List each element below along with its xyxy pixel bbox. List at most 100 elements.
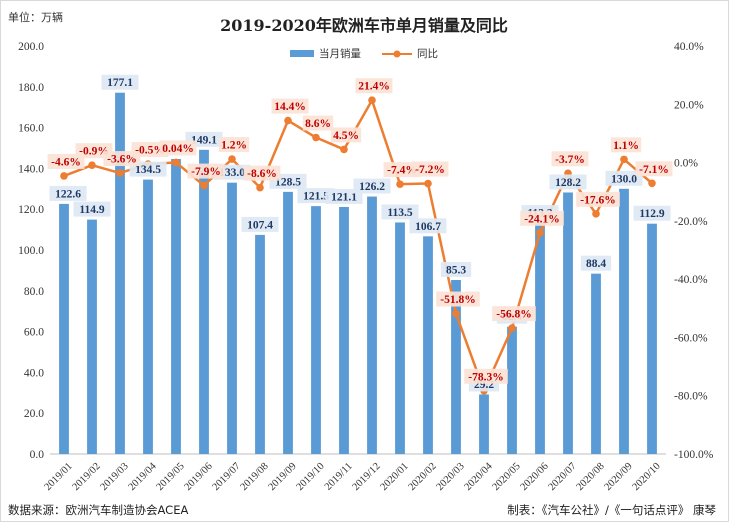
- yoy-value-label-group: 8.6%: [302, 115, 334, 131]
- bar-value-label-group: 112.9: [633, 205, 671, 221]
- yoy-point: [340, 145, 348, 154]
- y-right-tick-label: 20.0%: [674, 99, 704, 111]
- yoy-value-label-group: 21.4%: [355, 78, 393, 94]
- y-left-tick-label: 160.0: [18, 123, 44, 135]
- yoy-value-label-bg: [610, 137, 642, 153]
- yoy-point: [172, 158, 180, 167]
- yoy-value-label-group: 14.4%: [271, 98, 309, 114]
- data-labels: 122.6 114.9 177.1 134.5 149.1 133.0 107.4 128.5…: [47, 74, 673, 392]
- bar-value-label-bg: [440, 261, 472, 277]
- yoy-value-label-group: -0.9%: [75, 143, 113, 159]
- bar-value-label-group: 121.5: [297, 188, 335, 204]
- yoy-value-label-group: -4.6%: [47, 153, 85, 169]
- bar: [423, 236, 433, 454]
- yoy-point: [200, 181, 208, 190]
- yoy-value-label-group: 1.1%: [610, 137, 642, 153]
- bar-value-label: 112.9: [639, 208, 664, 220]
- y-left-tick-label: 40.0: [24, 367, 44, 379]
- legend-marker-line: [393, 50, 401, 58]
- yoy-point: [620, 155, 628, 164]
- yoy-point: [312, 133, 320, 142]
- yoy-point: [536, 229, 544, 237]
- y-right-tick-label: -80.0%: [674, 391, 708, 403]
- yoy-value-label-bg: [576, 191, 620, 207]
- bar: [395, 222, 405, 454]
- bar-value-label: 121.1: [331, 191, 357, 203]
- yoy-value-label-group: -17.6%: [576, 191, 620, 207]
- bar-value-label: 177.1: [107, 77, 133, 89]
- yoy-value-label-bg: [302, 115, 334, 131]
- bar-value-label-bg: [353, 178, 391, 194]
- bar: [563, 192, 573, 455]
- yoy-value-label: -7.2%: [415, 164, 445, 176]
- bar: [255, 234, 265, 454]
- y-left-tick-label: 20.0: [24, 408, 44, 420]
- bar-value-label: 85.3: [446, 264, 466, 276]
- yoy-point: [648, 179, 656, 188]
- y-left-tick-label: 80.0: [24, 286, 44, 298]
- bar-value-label: 133.0: [219, 167, 245, 179]
- yoy-value-label-group: -56.8%: [492, 306, 536, 322]
- bar-value-label-bg: [580, 255, 612, 271]
- yoy-value-label-group: -7.2%: [411, 161, 449, 177]
- unit-label: 单位：万辆: [8, 10, 63, 24]
- yoy-value-label-group: -24.1%: [520, 210, 564, 226]
- bar: [647, 223, 657, 454]
- yoy-value-label-bg: [355, 78, 393, 94]
- y-left-tick-label: 60.0: [24, 327, 44, 339]
- bar-value-label: 114.9: [79, 204, 104, 216]
- bar-value-label-group: 106.7: [409, 218, 447, 234]
- yoy-point: [284, 116, 292, 125]
- bar-value-label-group: 88.4: [580, 255, 612, 271]
- yoy-value-label-bg: [411, 161, 449, 177]
- bar: [479, 394, 489, 454]
- bar-value-label: 130.0: [611, 173, 637, 185]
- yoy-value-label-bg: [551, 151, 589, 167]
- bar-value-label-bg: [549, 174, 587, 190]
- yoy-value-label-bg: [103, 151, 141, 167]
- yoy-value-label-group: -7.9%: [187, 163, 225, 179]
- yoy-value-label-group: -7.1%: [635, 161, 673, 177]
- yoy-value-label-group: -3.6%: [103, 151, 141, 167]
- bar: [619, 188, 629, 455]
- bar: [451, 279, 461, 454]
- yoy-value-label: -3.7%: [555, 154, 585, 166]
- bar: [143, 179, 153, 454]
- yoy-value-label: -7.1%: [639, 164, 669, 176]
- yoy-value-label-group: -0.5%: [131, 142, 169, 158]
- yoy-value-label-group: -78.3%: [464, 368, 508, 384]
- bar: [535, 223, 545, 454]
- yoy-value-label: -51.8%: [440, 294, 475, 306]
- yoy-value-label: -78.3%: [468, 371, 503, 383]
- bar-value-label-group: 126.2: [353, 178, 391, 194]
- yoy-value-label: -17.6%: [580, 194, 615, 206]
- bar-series: [59, 92, 657, 455]
- bar-value-label-group: 177.1: [101, 74, 139, 90]
- yoy-value-label-group: -3.7%: [551, 151, 589, 167]
- y-right-tick-label: -60.0%: [674, 332, 708, 344]
- yoy-value-label-bg: [436, 291, 480, 307]
- yoy-value-label-bg: [635, 161, 673, 177]
- yoy-value-label-group: 4.5%: [330, 127, 362, 143]
- bar: [283, 191, 293, 455]
- yoy-value-label: -7.4%: [387, 165, 417, 177]
- bar-value-label-bg: [605, 170, 643, 186]
- yoy-value-label-bg: [159, 140, 197, 156]
- yoy-value-label-bg: [218, 137, 250, 153]
- yoy-value-label: -24.1%: [524, 213, 559, 225]
- bar-value-label-bg: [101, 74, 139, 90]
- legend-label-line: 同比: [417, 47, 438, 60]
- bar: [339, 206, 349, 454]
- legend-swatch-bar: [290, 50, 314, 57]
- y-left-tick-label: 200.0: [18, 41, 44, 53]
- yoy-point: [256, 183, 264, 192]
- legend: 当月销量 同比: [290, 47, 438, 60]
- bar: [507, 326, 517, 454]
- yoy-value-label: -4.6%: [51, 156, 81, 168]
- bar-value-label: 113.5: [387, 207, 412, 219]
- bar-value-label: 121.5: [303, 191, 329, 203]
- bar: [171, 159, 181, 455]
- bar-value-label-bg: [297, 188, 335, 204]
- bar-value-label-group: 113.5: [381, 204, 419, 220]
